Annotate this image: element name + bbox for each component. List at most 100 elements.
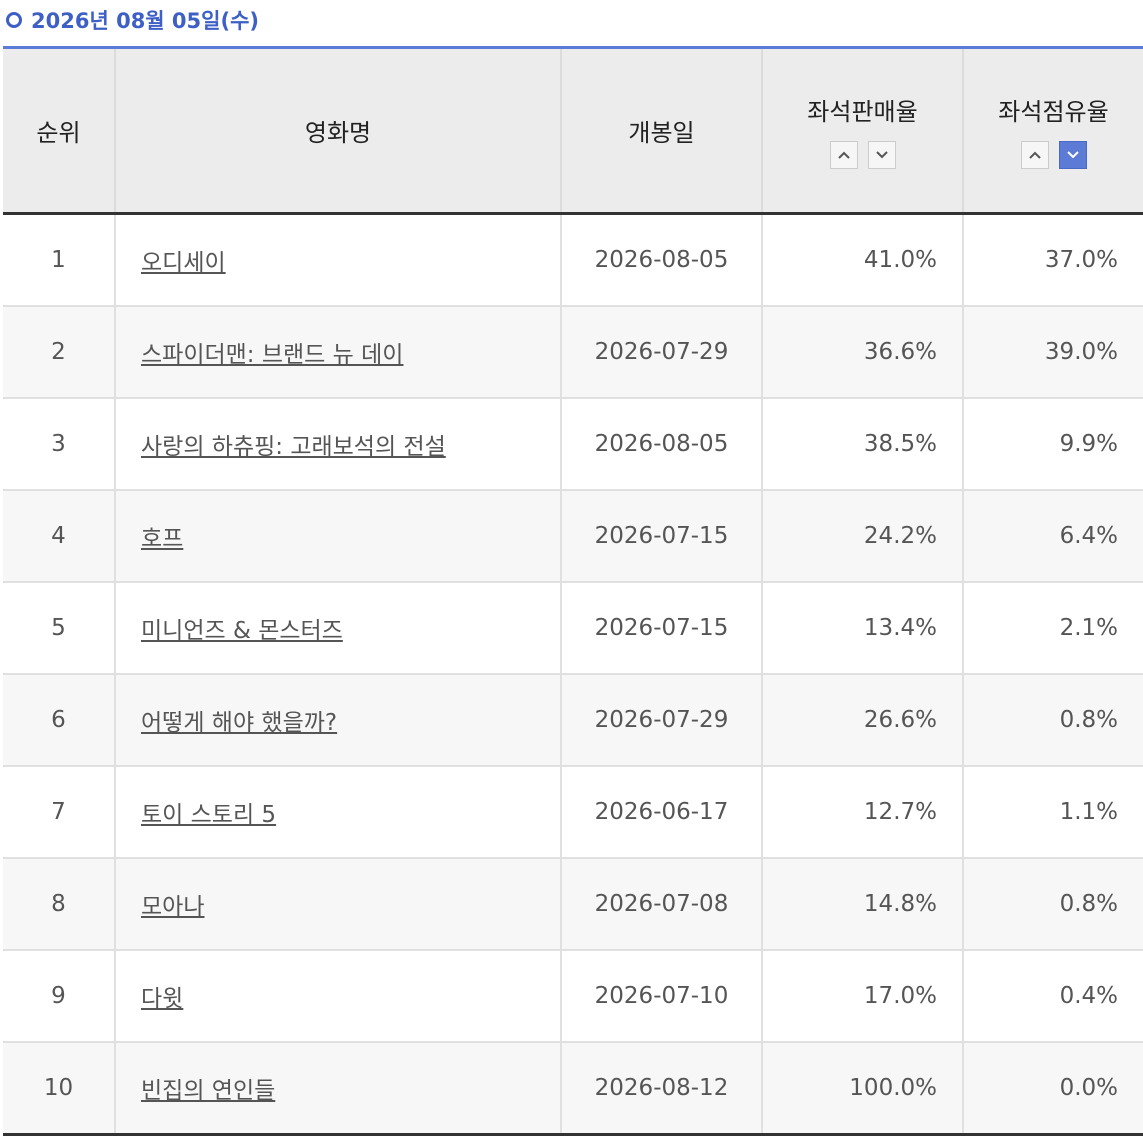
cell-text: 0.0%: [1059, 1075, 1118, 1101]
table-cell: 2026-08-05: [560, 397, 762, 490]
movie-link[interactable]: 호프: [141, 526, 184, 552]
date-heading: 2026년 08월 05일(수): [0, 0, 1143, 46]
table-row: 7 토이 스토리 5 2026-06-17 12.7% 1.1%: [3, 765, 1143, 858]
cell-text: 10: [43, 1075, 74, 1101]
cell-text: 12.7%: [863, 799, 937, 825]
cell-text: 9: [51, 983, 66, 1009]
cell-text: 17.0%: [863, 983, 937, 1009]
table-cell: 8: [3, 857, 115, 950]
cell-text: 100.0%: [849, 1075, 937, 1101]
movie-link[interactable]: 스파이더맨: 브랜드 뉴 데이: [141, 342, 404, 368]
cell-text: 4: [51, 523, 66, 549]
cell-text: 2026-06-17: [594, 799, 729, 825]
table-cell: 어떻게 해야 했을까?: [114, 673, 561, 766]
table-cell: 9.9%: [962, 397, 1143, 490]
table-row: 4 호프 2026-07-15 24.2% 6.4%: [3, 489, 1143, 582]
table-cell: 2026-07-29: [560, 305, 762, 398]
header-text: 좌석점유율: [998, 98, 1109, 126]
column-header: 개봉일: [560, 49, 762, 215]
date-title: 2026년 08월 05일(수): [31, 9, 259, 33]
cell-text: 38.5%: [863, 431, 937, 457]
table-cell: 37.0%: [962, 212, 1143, 306]
table-row: 3 사랑의 하츄핑: 고래보석의 전설 2026-08-05 38.5% 9.9%: [3, 397, 1143, 490]
seat-table: 순위 영화명 개봉일 좌석판매율 좌석점유율 1 오디세이 2026-08-05 41…: [3, 49, 1143, 1136]
table-cell: 2026-07-29: [560, 673, 762, 766]
table-cell: 2026-06-17: [560, 765, 762, 858]
sort-desc[interactable]: [867, 141, 896, 169]
table-cell: 2026-08-12: [560, 1041, 762, 1136]
cell-text: 2026-08-12: [594, 1075, 729, 1101]
header-text: 좌석판매율: [807, 98, 918, 126]
cell-text: 1.1%: [1059, 799, 1118, 825]
table-body: 1 오디세이 2026-08-05 41.0% 37.0% 2 스파이더맨: 브랜드 뉴 데…: [3, 212, 1143, 1136]
table-cell: 0.0%: [962, 1041, 1143, 1136]
cell-text: 1: [51, 247, 66, 273]
table-cell: 3: [3, 397, 115, 490]
cell-text: 3: [51, 431, 66, 457]
table-cell: 10: [3, 1041, 115, 1136]
table-cell: 2026-07-15: [560, 489, 762, 582]
table-cell: 41.0%: [761, 212, 963, 306]
table-cell: 9: [3, 949, 115, 1042]
table-cell: 호프: [114, 489, 561, 582]
cell-text: 13.4%: [863, 615, 937, 641]
table-row: 2 스파이더맨: 브랜드 뉴 데이 2026-07-29 36.6% 39.0%: [3, 305, 1143, 398]
table-row: 10 빈집의 연인들 2026-08-12 100.0% 0.0%: [3, 1041, 1143, 1136]
table-cell: 100.0%: [761, 1041, 963, 1136]
table-cell: 토이 스토리 5: [114, 765, 561, 858]
title-rule: [3, 46, 1143, 49]
table-cell: 다윗: [114, 949, 561, 1042]
table-row: 9 다윗 2026-07-10 17.0% 0.4%: [3, 949, 1143, 1042]
header-text: 영화명: [304, 119, 372, 147]
table-cell: 38.5%: [761, 397, 963, 490]
table-cell: 17.0%: [761, 949, 963, 1042]
table-cell: 2026-07-10: [560, 949, 762, 1042]
movie-link[interactable]: 미니언즈 & 몬스터즈: [141, 618, 343, 644]
table-cell: 39.0%: [962, 305, 1143, 398]
table-cell: 5: [3, 581, 115, 674]
table-cell: 0.8%: [962, 673, 1143, 766]
sort-asc[interactable]: [1020, 141, 1049, 169]
column-header: 순위: [3, 49, 115, 215]
table-cell: 0.4%: [962, 949, 1143, 1042]
column-header: 좌석점유율: [962, 49, 1143, 215]
cell-text: 2026-07-29: [594, 707, 729, 733]
cell-text: 24.2%: [863, 523, 937, 549]
movie-link[interactable]: 빈집의 연인들: [141, 1078, 276, 1104]
movie-link[interactable]: 오디세이: [141, 250, 226, 276]
table-cell: 4: [3, 489, 115, 582]
movie-link[interactable]: 사랑의 하츄핑: 고래보석의 전설: [141, 434, 446, 460]
column-header: 좌석판매율: [761, 49, 963, 215]
table-cell: 24.2%: [761, 489, 963, 582]
table-cell: 모아나: [114, 857, 561, 950]
header-text: 개봉일: [628, 119, 695, 147]
cell-text: 2026-07-15: [594, 615, 729, 641]
table-cell: 2026-07-08: [560, 857, 762, 950]
table-cell: 0.8%: [962, 857, 1143, 950]
movie-link[interactable]: 다윗: [141, 986, 184, 1012]
table-cell: 12.7%: [761, 765, 963, 858]
cell-text: 36.6%: [863, 339, 937, 365]
table-cell: 13.4%: [761, 581, 963, 674]
cell-text: 6: [51, 707, 66, 733]
movie-link[interactable]: 모아나: [141, 894, 205, 920]
movie-link[interactable]: 어떻게 해야 했을까?: [141, 710, 338, 736]
sort-asc[interactable]: [829, 141, 858, 169]
table-cell: 36.6%: [761, 305, 963, 398]
cell-text: 0.8%: [1059, 891, 1118, 917]
cell-text: 14.8%: [863, 891, 937, 917]
table-cell: 1: [3, 212, 115, 306]
sort-desc-active[interactable]: [1058, 141, 1087, 169]
movie-link[interactable]: 토이 스토리 5: [141, 802, 277, 828]
sort-controls: [964, 141, 1143, 169]
cell-text: 2026-08-05: [594, 431, 729, 457]
cell-text: 0.4%: [1059, 983, 1118, 1009]
table-cell: 14.8%: [761, 857, 963, 950]
cell-text: 37.0%: [1044, 247, 1118, 273]
table-cell: 스파이더맨: 브랜드 뉴 데이: [114, 305, 561, 398]
table-cell: 사랑의 하츄핑: 고래보석의 전설: [114, 397, 561, 490]
cell-text: 6.4%: [1059, 523, 1118, 549]
table-cell: 2: [3, 305, 115, 398]
table-cell: 미니언즈 & 몬스터즈: [114, 581, 561, 674]
